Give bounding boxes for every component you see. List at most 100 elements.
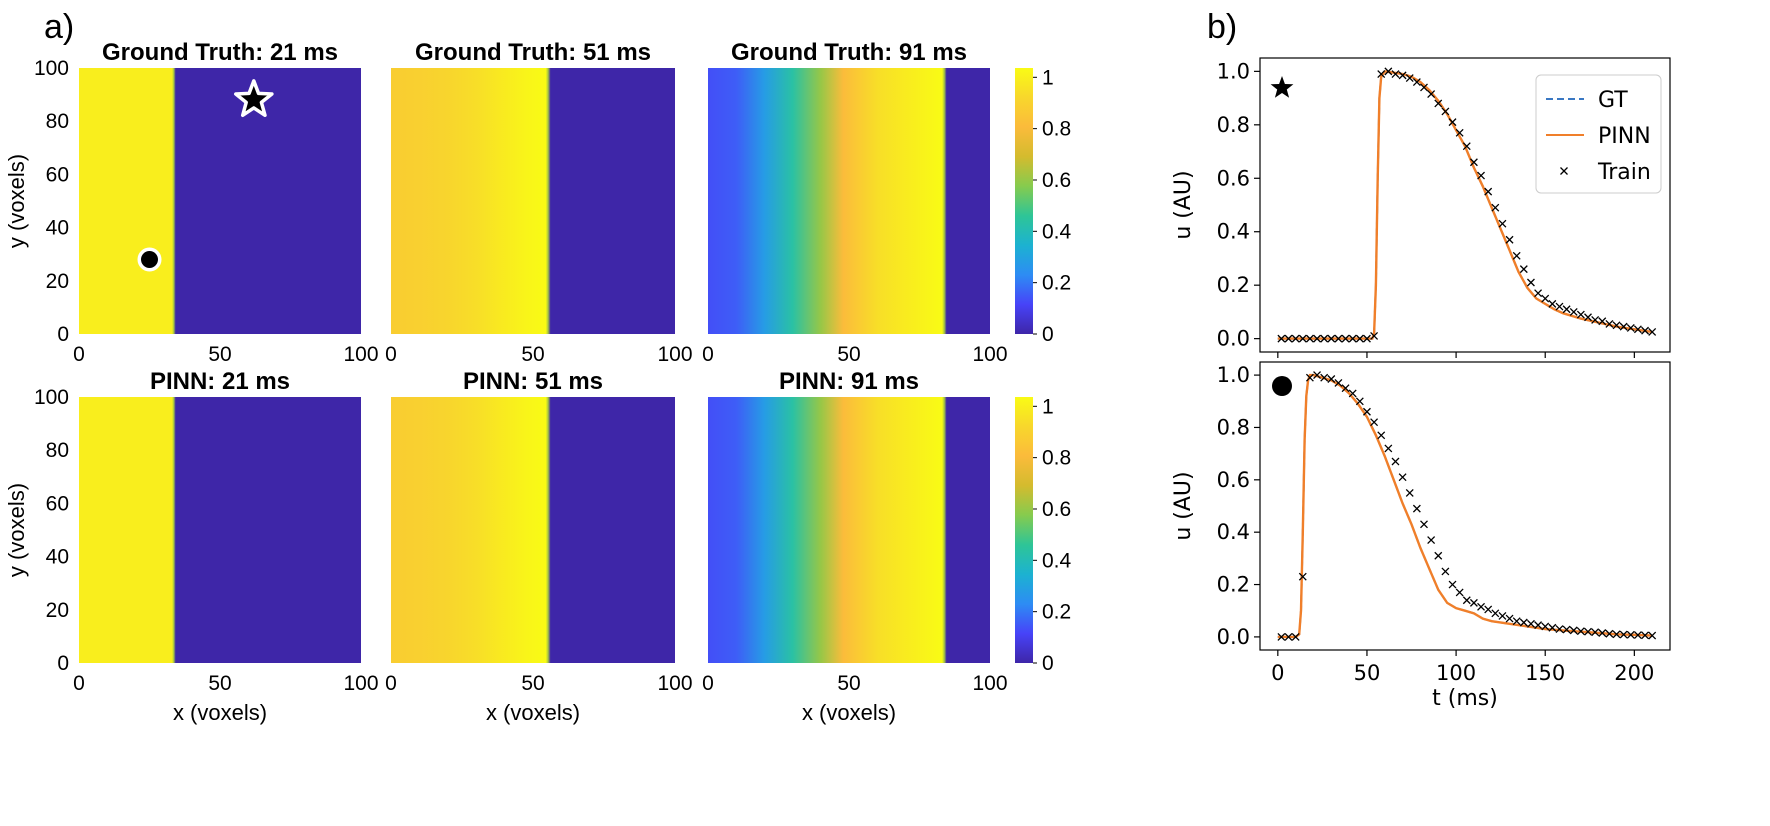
pinn-line bbox=[1277, 70, 1653, 340]
x-tick-label: 50 bbox=[521, 343, 544, 366]
plot-frame bbox=[1259, 361, 1671, 651]
x-tick-label: 100 bbox=[343, 343, 378, 366]
heatmap-pinn-51: PINN: 51 ms 0 50 100 x (voxels) bbox=[385, 368, 692, 725]
x-tick-label: 100 bbox=[972, 343, 1007, 366]
y-tick-label: 0.2 bbox=[1217, 573, 1250, 597]
train-point bbox=[1277, 334, 1286, 343]
train-point bbox=[1527, 619, 1535, 628]
train-point bbox=[1334, 334, 1343, 343]
trace-star: 0.0 0.2 0.4 0.6 0.8 1.0 u (AU) GT PINN Train bbox=[1171, 57, 1671, 358]
train-point bbox=[1391, 70, 1400, 78]
train-point bbox=[1498, 219, 1507, 228]
train-point bbox=[1484, 605, 1493, 614]
train-point bbox=[1534, 621, 1543, 630]
heatmap-field bbox=[391, 68, 675, 334]
train-point bbox=[1434, 99, 1443, 108]
train-point bbox=[1370, 332, 1379, 340]
y-axis-label: u (AU) bbox=[1171, 471, 1196, 540]
train-point bbox=[1641, 631, 1649, 640]
train-point bbox=[1320, 334, 1329, 343]
y-tick-label: 100 bbox=[34, 57, 69, 80]
x-tick-label: 100 bbox=[657, 343, 692, 366]
heatmap-gt-51: Ground Truth: 51 ms 0 50 100 bbox=[385, 39, 692, 366]
y-tick-label: 0.6 bbox=[1217, 468, 1250, 492]
panel-label-b: b) bbox=[1207, 8, 1237, 46]
x-tick-label: 0 bbox=[702, 343, 714, 366]
train-point bbox=[1412, 78, 1421, 87]
train-point bbox=[1512, 251, 1521, 260]
train-point bbox=[1377, 70, 1386, 78]
train-point bbox=[1541, 294, 1550, 303]
train-point bbox=[1313, 334, 1321, 343]
train-point bbox=[1291, 632, 1300, 641]
x-tick-label: 150 bbox=[1525, 661, 1565, 685]
train-point bbox=[1619, 322, 1628, 331]
y-tick-label: 1.0 bbox=[1217, 59, 1250, 83]
y-tick-label: 0.0 bbox=[1217, 625, 1250, 649]
x-tick-label: 100 bbox=[657, 672, 692, 695]
x-tick-label: 0 bbox=[73, 672, 85, 695]
panel-label-a: a) bbox=[44, 8, 74, 46]
legend-label: PINN bbox=[1598, 124, 1651, 149]
train-point bbox=[1448, 118, 1457, 127]
y-tick-label: 60 bbox=[46, 492, 69, 515]
train-point bbox=[1541, 622, 1550, 631]
train-point bbox=[1427, 536, 1436, 544]
train-point bbox=[1491, 203, 1500, 212]
train-point bbox=[1626, 323, 1635, 332]
heatmap-title: PINN: 51 ms bbox=[463, 368, 603, 395]
colorbar-tick-label: 1 bbox=[1042, 66, 1054, 89]
train-point bbox=[1591, 628, 1600, 637]
x-tick-label: 50 bbox=[837, 343, 860, 366]
train-point bbox=[1348, 389, 1357, 398]
trace-circle: 0.0 0.2 0.4 0.6 0.8 1.0 0 50 100 150 200 t (ms) u (A… bbox=[1171, 361, 1671, 711]
train-point bbox=[1519, 618, 1528, 627]
colorbar-fill bbox=[1015, 68, 1033, 334]
train-point bbox=[1648, 631, 1657, 640]
colorbar-tick-label: 0.2 bbox=[1042, 601, 1071, 624]
colorbar-top: 0 0.2 0.4 0.6 0.8 1 bbox=[1015, 66, 1072, 346]
train-point bbox=[1605, 319, 1614, 328]
train-point bbox=[1420, 520, 1428, 529]
y-tick-label: 20 bbox=[46, 599, 69, 622]
y-tick-label: 60 bbox=[46, 163, 69, 186]
x-tick-label: 100 bbox=[1436, 661, 1476, 685]
y-tick-label: 0.0 bbox=[1217, 327, 1250, 351]
colorbar-tick-label: 0.6 bbox=[1042, 169, 1071, 192]
train-point bbox=[1363, 407, 1371, 416]
y-axis-label: u (AU) bbox=[1171, 170, 1196, 239]
colorbar-bottom: 0 0.2 0.4 0.6 0.8 1 bbox=[1015, 395, 1072, 675]
heatmap-gt-91: Ground Truth: 91 ms 0 50 100 bbox=[702, 39, 1007, 366]
colorbar-tick-label: 0 bbox=[1042, 652, 1054, 675]
y-tick-label: 0.4 bbox=[1217, 220, 1250, 244]
train-point bbox=[1284, 632, 1293, 641]
train-point bbox=[1534, 289, 1543, 298]
circle-marker bbox=[141, 251, 158, 269]
train-point bbox=[1455, 588, 1464, 597]
x-tick-label: 50 bbox=[1354, 661, 1381, 685]
train-point bbox=[1298, 572, 1307, 581]
train-point bbox=[1512, 617, 1521, 626]
x-tick-label: 0 bbox=[702, 672, 714, 695]
legend: GT PINN Train bbox=[1535, 74, 1662, 194]
train-point bbox=[1548, 299, 1557, 308]
train-point bbox=[1555, 625, 1564, 634]
train-point bbox=[1305, 334, 1314, 343]
star-marker bbox=[1270, 76, 1294, 98]
y-tick-label: 40 bbox=[46, 217, 69, 240]
legend-marker bbox=[1560, 167, 1568, 175]
train-point bbox=[1498, 612, 1507, 620]
heatmap-pinn-21: PINN: 21 ms 0 50 100 x (voxels) 0 20 40 60 80 100 y… bbox=[4, 368, 379, 725]
train-point bbox=[1391, 457, 1400, 466]
x-axis-label: x (voxels) bbox=[173, 700, 267, 725]
train-point bbox=[1320, 373, 1329, 382]
train-point bbox=[1420, 83, 1428, 92]
x-tick-label: 100 bbox=[343, 672, 378, 695]
train-point bbox=[1455, 128, 1464, 137]
x-axis-label: x (voxels) bbox=[802, 700, 896, 725]
train-point bbox=[1598, 629, 1607, 637]
train-point bbox=[1427, 90, 1436, 99]
x-tick-label: 50 bbox=[837, 672, 860, 695]
train-point bbox=[1405, 74, 1414, 83]
